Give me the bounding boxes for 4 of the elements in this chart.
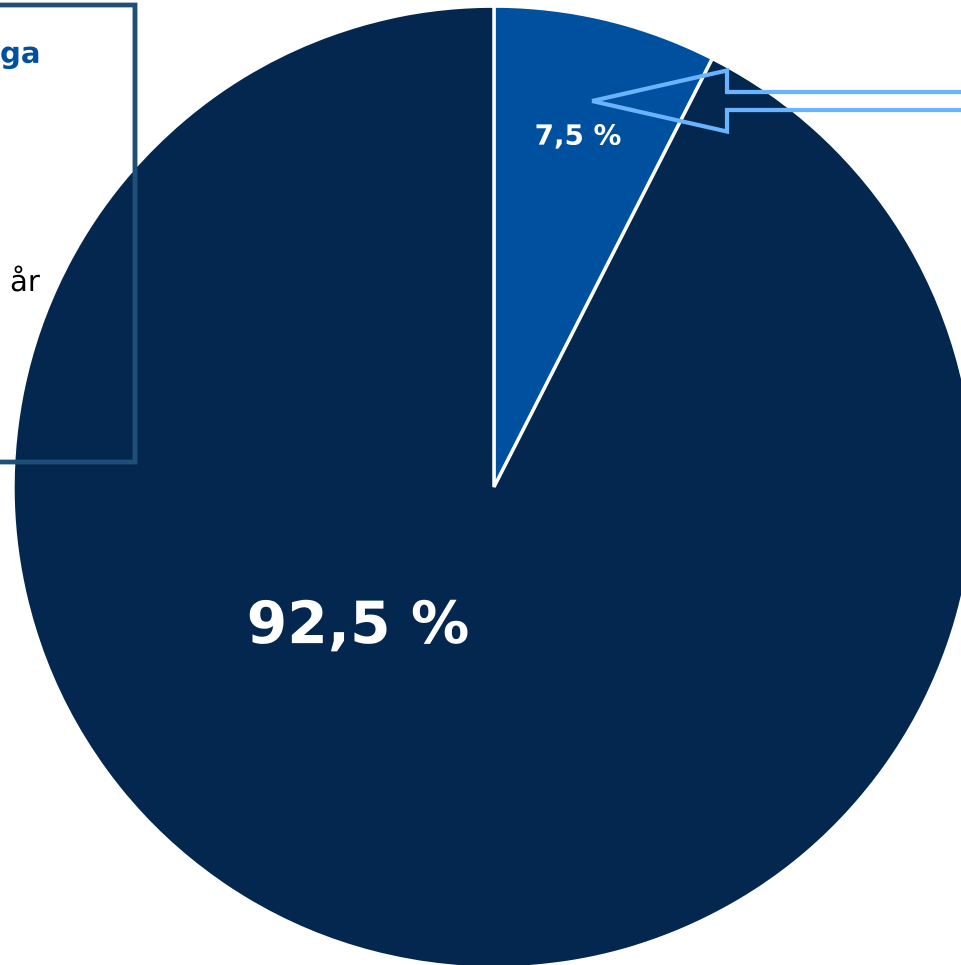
text: år	[12, 265, 40, 292]
text: ga	[1, 46, 38, 70]
data-label: 92,5 %	[250, 600, 468, 652]
data-label: 7,5 %	[536, 124, 620, 149]
